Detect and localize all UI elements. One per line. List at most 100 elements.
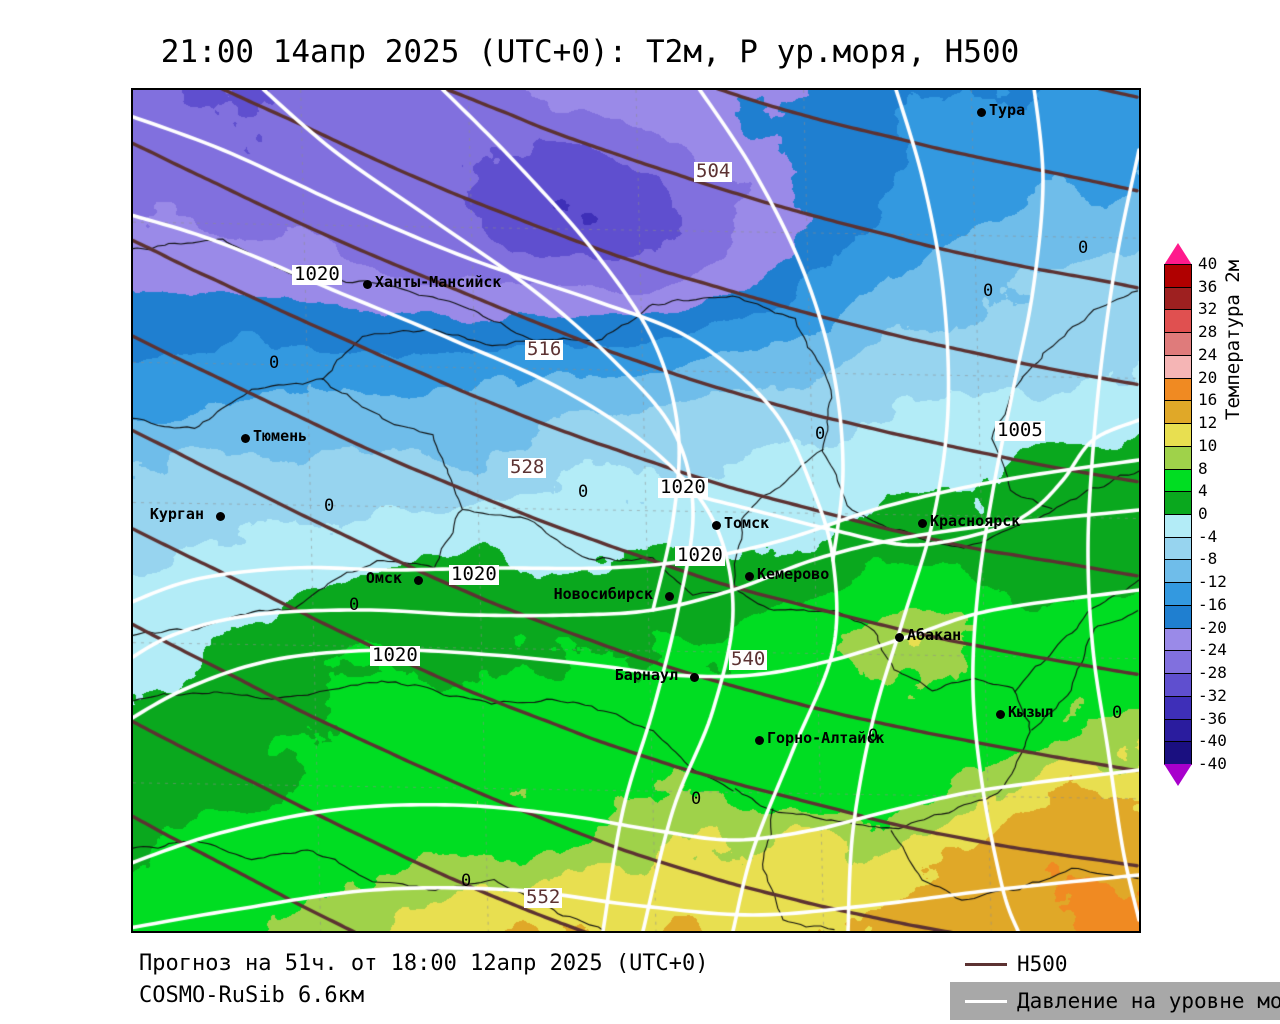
colorbar-band <box>1164 673 1192 697</box>
colorbar-tick-label: -24 <box>1198 640 1227 660</box>
h500-contour-label: 552 <box>524 886 563 908</box>
colorbar-tick-label: 20 <box>1198 367 1218 387</box>
colorbar-band <box>1164 400 1192 425</box>
pressure-contour-label: 1020 <box>449 563 499 585</box>
colorbar-band <box>1164 536 1192 561</box>
city-dot-icon <box>895 633 904 642</box>
forecast-info: Прогноз на 51ч. от 18:00 12апр 2025 (UTC… <box>139 951 709 976</box>
zero-isotherm-label: 0 <box>324 496 335 516</box>
city-dot-icon <box>745 572 754 581</box>
colorbar-band <box>1164 309 1192 334</box>
legend-h500: H500 <box>965 952 1068 976</box>
temperature-colorbar: 40 36 32 28 24 20 16 12 10 8 4 0 -4 -8 -12 -16 -20 -24 -28… <box>1164 243 1227 786</box>
colorbar-tick-label: 24 <box>1198 344 1218 364</box>
legend-pmsl-label: Давление на уровне моря <box>1017 989 1280 1013</box>
colorbar-band <box>1164 741 1192 765</box>
colorbar-top-arrow <box>1164 243 1192 265</box>
city-label: Красноярск <box>930 512 1021 530</box>
colorbar-band <box>1164 695 1192 720</box>
colorbar-tick-label: -16 <box>1198 594 1227 614</box>
colorbar-band <box>1164 604 1192 629</box>
pressure-contour-label: 1020 <box>658 476 708 498</box>
colorbar-tick-label: -36 <box>1198 708 1227 728</box>
city-dot-icon <box>918 519 927 528</box>
city-label: Тура <box>989 101 1026 119</box>
colorbar-tick-label: -40 <box>1198 731 1227 751</box>
colorbar-tick-label: 4 <box>1198 481 1208 501</box>
city-label: Курган <box>149 505 204 523</box>
zero-isotherm-label: 0 <box>269 353 280 373</box>
colorbar-tick-label: -32 <box>1198 685 1227 705</box>
zero-isotherm-label: 0 <box>691 789 702 809</box>
colorbar-band <box>1164 468 1192 493</box>
city-label: Абакан <box>907 626 962 644</box>
city-dot-icon <box>996 710 1005 719</box>
city-label: Омск <box>365 569 402 587</box>
colorbar-tick-label: -4 <box>1198 526 1218 546</box>
colorbar-tick-label: 0 <box>1198 504 1208 523</box>
model-info: COSMO-RuSib 6.6км <box>139 982 365 1008</box>
city-dot-icon <box>216 512 225 521</box>
colorbar-band <box>1164 514 1192 538</box>
colorbar-tick-label: -20 <box>1198 617 1227 637</box>
colorbar-tick-label: -8 <box>1198 549 1218 569</box>
h500-contour-label: 516 <box>525 338 564 360</box>
city-label: Кемерово <box>757 565 830 583</box>
zero-isotherm-label: 0 <box>815 424 826 444</box>
colorbar-tick-label: -40 <box>1198 754 1227 773</box>
city-label: Кызыл <box>1008 703 1054 721</box>
city-label: Горно-Алтайск <box>767 729 885 747</box>
zero-isotherm-label: 0 <box>1078 238 1089 258</box>
city-label: Тюмень <box>253 427 308 445</box>
colorbar-band <box>1164 582 1192 606</box>
colorbar-tick-label: 28 <box>1198 322 1218 342</box>
colorbar-tick-label: 36 <box>1198 276 1218 296</box>
zero-isotherm-label: 0 <box>983 281 994 301</box>
zero-isotherm-label: 0 <box>349 595 360 615</box>
colorbar-tick-label: 10 <box>1198 435 1218 455</box>
city-label: Ханты-Мансийск <box>375 273 502 291</box>
city-label: Барнаул <box>614 666 678 684</box>
title-text: 21:00 14апр 2025 (UTC+0): T2м, P ур.моря… <box>160 34 1020 70</box>
city-dot-icon <box>363 280 372 289</box>
colorbar-band <box>1164 559 1192 584</box>
weather-map-canvas[interactable] <box>133 90 1139 931</box>
colorbar-band <box>1164 627 1192 652</box>
page-title: 21:00 14апр 2025 (UTC+0): T2м, P ур.моря… <box>0 34 1180 70</box>
city-dot-icon <box>977 108 986 117</box>
pressure-contour-label: 1020 <box>370 644 420 666</box>
city-label: Новосибирск <box>553 585 653 603</box>
city-dot-icon <box>414 576 423 585</box>
city-dot-icon <box>712 521 721 530</box>
city-dot-icon <box>755 736 764 745</box>
pmsl-line-swatch <box>965 999 1007 1003</box>
footer-left: Прогноз на 51ч. от 18:00 12апр 2025 (UTC… <box>139 948 709 1012</box>
pressure-contour-label: 1020 <box>675 544 725 566</box>
colorbar-band <box>1164 264 1192 288</box>
h500-contour-label: 528 <box>508 456 547 478</box>
h500-contour-label: 504 <box>694 160 733 182</box>
colorbar-band <box>1164 286 1192 311</box>
colorbar-band <box>1164 718 1192 743</box>
h500-line-swatch <box>965 962 1007 966</box>
zero-isotherm-label: 0 <box>578 482 589 502</box>
colorbar-tick-label: 32 <box>1198 299 1218 319</box>
zero-isotherm-label: 0 <box>868 726 879 746</box>
map-frame[interactable]: Тура Ханты-Мансийск Тюмень Курган Томск Красн… <box>131 88 1141 933</box>
city-dot-icon <box>241 434 250 443</box>
colorbar-band <box>1164 445 1192 470</box>
colorbar-band <box>1164 423 1192 447</box>
colorbar-tick-label: -28 <box>1198 663 1227 683</box>
colorbar-band <box>1164 354 1192 379</box>
zero-isotherm-label: 0 <box>461 871 472 891</box>
h500-contour-label: 540 <box>729 648 768 670</box>
colorbar-axis-label: Температура 2м <box>1222 259 1244 420</box>
pressure-contour-label: 1020 <box>292 263 342 285</box>
pressure-contour-label: 1005 <box>995 419 1045 441</box>
colorbar-tick-label: -12 <box>1198 572 1227 592</box>
colorbar-tick-label: 12 <box>1198 413 1218 433</box>
legend-pressure: Давление на уровне моря <box>950 982 1280 1020</box>
colorbar-band <box>1164 650 1192 675</box>
colorbar-band <box>1164 332 1192 356</box>
